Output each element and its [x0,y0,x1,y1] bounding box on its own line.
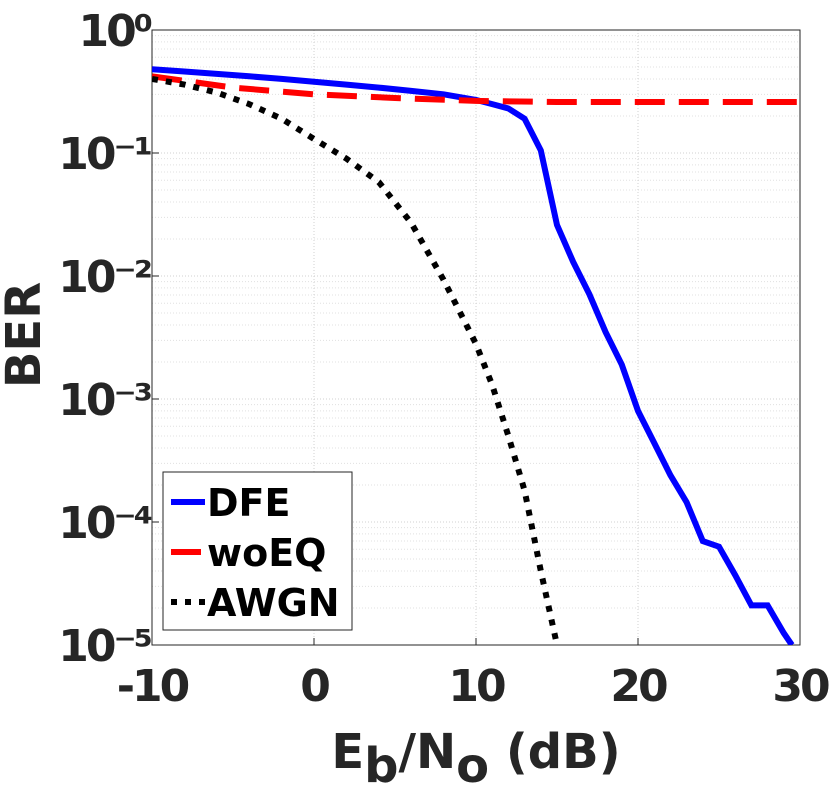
y-tick-label: 10⁻⁵ [58,621,150,672]
series-line [152,66,795,645]
legend-label: AWGN [207,581,340,625]
y-tick-label: 10⁻² [58,252,150,303]
x-tick-label: -10 [117,661,189,712]
plot-lines [152,66,800,645]
legend-label: DFE [207,481,290,525]
x-tick-label: 20 [610,661,667,712]
x-tick-label: 10 [448,661,505,712]
x-axis-label: Eb/No (dB) [331,724,620,794]
x-tick-label: 0 [300,661,329,712]
x-tick-label: 30 [772,661,829,712]
legend-label: woEQ [207,531,326,575]
y-tick-label: 10⁻⁴ [58,498,151,549]
series-line [152,73,800,105]
y-tick-label: 10⁻¹ [58,129,150,180]
y-tick-label: 10⁰ [78,6,151,57]
y-tick-label: 10⁻³ [58,375,150,426]
y-axis-label: BER [0,282,52,388]
plot-border [151,29,801,646]
